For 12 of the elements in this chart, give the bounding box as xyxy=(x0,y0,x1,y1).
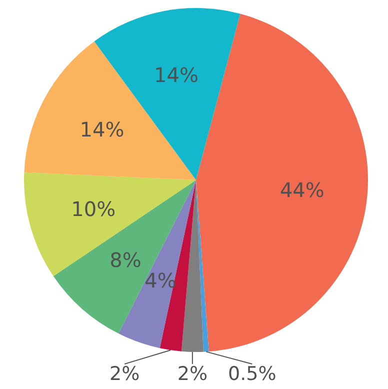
data-label: 44% xyxy=(280,178,324,202)
data-label: 8% xyxy=(110,248,142,272)
data-label: 14% xyxy=(80,118,124,142)
pie-slice xyxy=(181,180,204,352)
pie-slice xyxy=(24,41,196,180)
data-label: 10% xyxy=(71,196,116,221)
data-label: 14% xyxy=(154,63,198,88)
data-label: 2% xyxy=(109,363,140,385)
data-label: 0.5% xyxy=(228,363,276,385)
pie-slice xyxy=(53,180,196,334)
data-label: 2% xyxy=(177,363,208,385)
pie-slice xyxy=(196,14,368,352)
